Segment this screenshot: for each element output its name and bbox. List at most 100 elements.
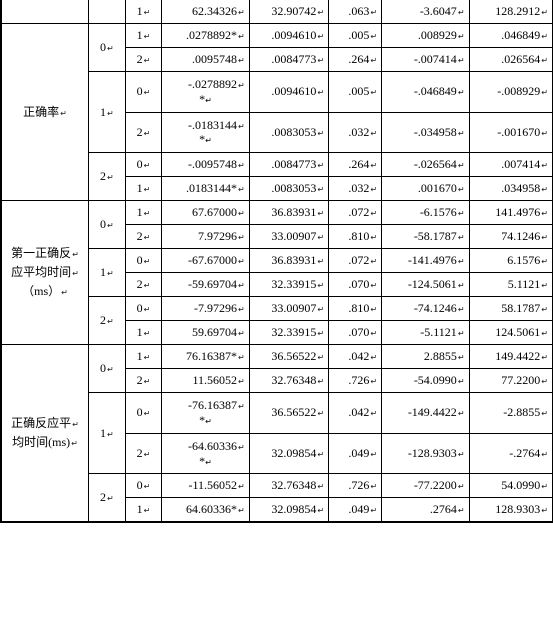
group-id: 1 [89,72,126,153]
value-cell: .070 [329,321,382,345]
value-cell: 74.1246 [469,225,552,249]
value-cell: -141.4976 [382,249,470,273]
value-cell: .0084773 [249,153,328,177]
subrow-key: 2 [125,112,162,153]
value-cell: -128.9303 [382,433,470,474]
value-cell: .008929 [382,24,470,48]
subrow-key: 2 [125,433,162,474]
value-cell: -.0278892*↵ [162,72,250,113]
subrow-key: 1 [125,0,162,24]
value-cell: 59.69704 [162,321,250,345]
section-label: 第一正确反应平均时间（ms） [1,201,89,345]
value-cell: 2.8855 [382,345,470,369]
value-cell: .0083053 [249,112,328,153]
value-cell: 128.9303 [469,498,552,523]
value-cell: 33.00907 [249,297,328,321]
value-cell: -58.1787 [382,225,470,249]
value-cell: .042 [329,345,382,369]
value-cell: 36.83931 [249,201,328,225]
value-cell: 76.16387* [162,345,250,369]
value-cell: .072 [329,249,382,273]
section-label: 正确反应平均时间(ms) [1,345,89,523]
value-cell: .042 [329,393,382,434]
value-cell: -74.1246 [382,297,470,321]
subrow-key: 2 [125,273,162,297]
value-cell: 141.4976 [469,201,552,225]
value-cell: 32.09854 [249,433,328,474]
value-cell: 6.1576 [469,249,552,273]
subrow-key: 0 [125,393,162,434]
value-cell: -54.0990 [382,369,470,393]
value-cell: .005 [329,24,382,48]
value-cell: .0083053 [249,177,328,201]
value-cell: 32.90742 [249,0,328,24]
value-cell: -.007414 [382,48,470,72]
value-cell: .810 [329,297,382,321]
subrow-key: 1 [125,321,162,345]
value-cell: .046849 [469,24,552,48]
value-cell: -76.16387*↵ [162,393,250,434]
value-cell: 32.33915 [249,321,328,345]
value-cell: .070 [329,273,382,297]
group-id: 1 [89,393,126,474]
subrow-key: 1 [125,498,162,523]
value-cell: .2764 [382,498,470,523]
subrow-key: 0 [125,297,162,321]
group-id: 0 [89,24,126,72]
value-cell: -.008929 [469,72,552,113]
subrow-key: 0 [125,249,162,273]
value-cell: .072 [329,201,382,225]
value-cell: -.0183144*↵ [162,112,250,153]
value-cell: 11.56052 [162,369,250,393]
value-cell: 5.1121 [469,273,552,297]
subrow-key: 1 [125,201,162,225]
section-label: 正确率 [1,24,89,201]
subrow-key: 0 [125,474,162,498]
subrow-key: 2 [125,48,162,72]
subrow-key: 2 [125,369,162,393]
value-cell: .001670 [382,177,470,201]
value-cell: .264 [329,48,382,72]
blank [1,0,89,24]
value-cell: 54.0990 [469,474,552,498]
value-cell: 64.60336* [162,498,250,523]
value-cell: -3.6047 [382,0,470,24]
value-cell: .726 [329,474,382,498]
value-cell: .032 [329,177,382,201]
value-cell: -7.97296 [162,297,250,321]
value-cell: .049 [329,498,382,523]
value-cell: 36.56522 [249,345,328,369]
value-cell: -.026564 [382,153,470,177]
group-id: 0 [89,201,126,249]
value-cell: .0278892* [162,24,250,48]
value-cell: .810 [329,225,382,249]
value-cell: -2.8855 [469,393,552,434]
group-id: 2 [89,297,126,345]
value-cell: 124.5061 [469,321,552,345]
subrow-key: 0 [125,153,162,177]
value-cell: -.046849 [382,72,470,113]
value-cell: 32.76348 [249,369,328,393]
value-cell: .032 [329,112,382,153]
value-cell: .0094610 [249,24,328,48]
value-cell: .049 [329,433,382,474]
value-cell: -149.4422 [382,393,470,434]
group-id: 1 [89,249,126,297]
value-cell: .026564 [469,48,552,72]
value-cell: .007414 [469,153,552,177]
value-cell: -.2764 [469,433,552,474]
value-cell: -.034958 [382,112,470,153]
value-cell: .0084773 [249,48,328,72]
value-cell: .0183144* [162,177,250,201]
group-id: 2 [89,153,126,201]
value-cell: 7.97296 [162,225,250,249]
stats-table: 162.3432632.90742.063-3.6047128.2912正确率0… [0,0,553,523]
value-cell: -77.2200 [382,474,470,498]
group-id: 2 [89,474,126,523]
value-cell: -.001670 [469,112,552,153]
value-cell: -5.1121 [382,321,470,345]
subrow-key: 1 [125,24,162,48]
value-cell: 67.67000 [162,201,250,225]
subrow-key: 2 [125,225,162,249]
value-cell: .726 [329,369,382,393]
